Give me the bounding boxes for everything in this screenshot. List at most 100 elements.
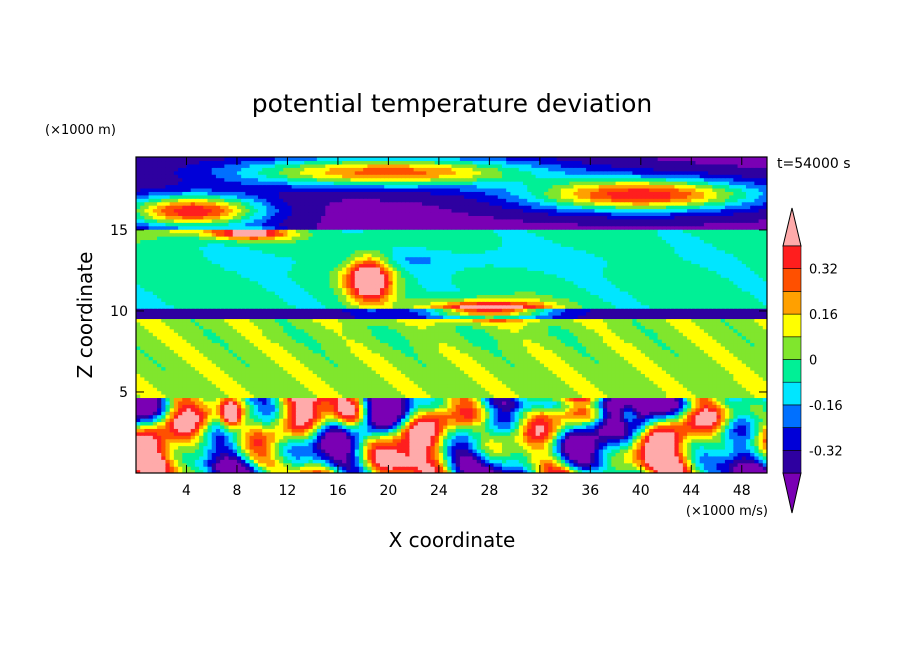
contour-cell [733, 407, 739, 412]
contour-cell [691, 452, 697, 457]
contour-cell [283, 442, 289, 447]
contour-cell [178, 387, 183, 392]
contour-cell [144, 411, 150, 416]
contour-cell [464, 363, 469, 368]
contour-cell [464, 394, 469, 399]
contour-cell [350, 462, 356, 467]
contour-cell [594, 418, 600, 423]
contour-cell [657, 363, 663, 368]
contour-cell [417, 373, 423, 378]
contour-cell [346, 466, 352, 471]
contour-cell [674, 376, 680, 381]
contour-cell [207, 369, 213, 374]
contour-cell [750, 452, 755, 457]
contour-cell [544, 380, 549, 385]
contour-cell [745, 369, 751, 374]
contour-cell [716, 424, 722, 429]
contour-cell [148, 469, 154, 473]
contour-cell [308, 469, 314, 473]
contour-cell [581, 411, 587, 416]
contour-cell [565, 411, 570, 416]
contour-cell [577, 411, 583, 416]
contour-cell [657, 431, 663, 436]
contour-cell [379, 438, 385, 443]
contour-cell [300, 359, 305, 364]
contour-cell [190, 414, 196, 419]
contour-cell [527, 411, 533, 416]
contour-cell [287, 459, 293, 464]
contour-cell [215, 390, 221, 395]
contour-cell [670, 404, 676, 409]
contour-cell [430, 387, 436, 392]
contour-cell [720, 438, 726, 443]
contour-cell [573, 452, 579, 457]
contour-cell [274, 390, 280, 395]
contour-cell [350, 373, 356, 378]
contour-cell [300, 373, 305, 378]
contour-cell [266, 380, 272, 385]
contour-cell [350, 445, 356, 450]
contour-cell [279, 383, 284, 388]
contour-cell [342, 459, 347, 464]
contour-cell [203, 376, 209, 381]
contour-cell [754, 390, 760, 395]
contour-cell [581, 376, 587, 381]
contour-cell [253, 390, 259, 395]
contour-cell [636, 438, 642, 443]
contour-cell [708, 411, 713, 416]
contour-cell [708, 466, 713, 471]
contour-cell [211, 466, 217, 471]
contour-cell [337, 411, 343, 416]
contour-cell [708, 438, 713, 443]
contour-cell [539, 442, 545, 447]
contour-cell [708, 363, 713, 368]
contour-cell [363, 407, 368, 412]
contour-cell [531, 435, 537, 440]
contour-cell [443, 431, 448, 436]
contour-cell [396, 390, 402, 395]
contour-cell [649, 418, 655, 423]
contour-cell [611, 428, 617, 433]
contour-cell [434, 363, 440, 368]
contour-cell [451, 387, 457, 392]
contour-cell [422, 448, 427, 453]
contour-cell [165, 459, 171, 464]
contour-cell [224, 369, 230, 374]
contour-cell [447, 390, 453, 395]
contour-cell [459, 428, 465, 433]
contour-cell [695, 387, 701, 392]
contour-cell [615, 462, 621, 467]
contour-cell [653, 373, 659, 378]
contour-cell [199, 469, 204, 473]
contour-cell [493, 424, 499, 429]
contour-cell [573, 400, 579, 405]
contour-cell [300, 466, 305, 471]
contour-cell [257, 414, 263, 419]
contour-cell [417, 359, 423, 364]
contour-cell [451, 359, 457, 364]
contour-cell [645, 435, 650, 440]
contour-cell [253, 448, 259, 453]
contour-cell [480, 376, 486, 381]
contour-cell [506, 359, 511, 364]
contour-cell [199, 414, 204, 419]
contour-cell [152, 383, 158, 388]
contour-cell [653, 421, 659, 426]
contour-cell [687, 376, 692, 381]
contour-cell [607, 380, 612, 385]
contour-cell [241, 387, 246, 392]
contour-cell [535, 459, 541, 464]
contour-cell [573, 421, 579, 426]
contour-cell [552, 452, 558, 457]
contour-cell [464, 421, 469, 426]
contour-cell [594, 445, 600, 450]
contour-cell [518, 428, 524, 433]
contour-cell [607, 387, 612, 392]
contour-cell [539, 428, 545, 433]
contour-cell [636, 407, 642, 412]
contour-cell [729, 380, 734, 385]
contour-cell [745, 411, 751, 416]
contour-cell [203, 459, 209, 464]
contour-cell [552, 459, 558, 464]
contour-cell [670, 380, 676, 385]
